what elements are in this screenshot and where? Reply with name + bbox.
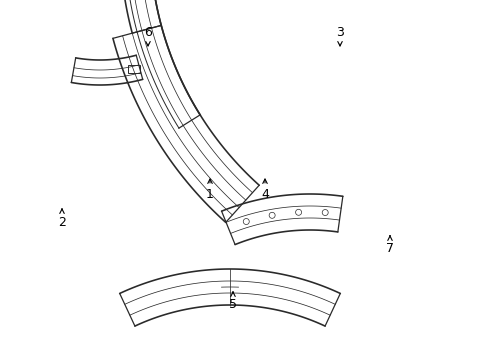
FancyBboxPatch shape — [127, 65, 139, 73]
Text: 5: 5 — [228, 292, 237, 311]
Text: 3: 3 — [335, 26, 343, 46]
Text: 6: 6 — [144, 26, 152, 46]
Text: 1: 1 — [205, 179, 214, 202]
Text: 4: 4 — [261, 179, 268, 202]
Text: 7: 7 — [385, 236, 393, 255]
Text: 2: 2 — [58, 209, 66, 229]
